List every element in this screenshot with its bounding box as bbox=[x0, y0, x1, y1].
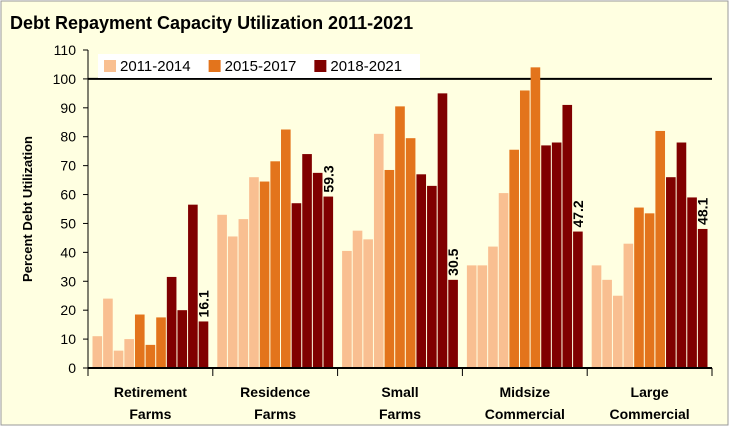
bar bbox=[323, 196, 334, 368]
bar bbox=[395, 106, 405, 368]
data-label: 30.5 bbox=[445, 248, 461, 275]
bar bbox=[270, 161, 281, 368]
x-tick-label-line: Residence bbox=[240, 384, 310, 400]
bar bbox=[188, 204, 198, 368]
y-tick-label: 10 bbox=[60, 331, 76, 347]
bar bbox=[591, 265, 602, 368]
x-tick-label-line: Midsize bbox=[500, 384, 551, 400]
bar bbox=[384, 169, 395, 368]
bar bbox=[477, 265, 488, 368]
bar bbox=[551, 142, 562, 368]
y-tick-label: 20 bbox=[60, 302, 76, 318]
y-tick-label: 70 bbox=[60, 158, 76, 174]
y-tick-label: 90 bbox=[60, 100, 76, 116]
x-tick-label: Midsize Commercial bbox=[485, 384, 565, 422]
legend-swatch bbox=[104, 60, 116, 72]
data-label: 59.3 bbox=[320, 165, 336, 192]
bar bbox=[602, 279, 612, 368]
legend-label: 2011-2014 bbox=[120, 58, 191, 75]
y-tick-label: 0 bbox=[68, 360, 76, 376]
y-tick-label: 50 bbox=[60, 215, 76, 231]
bar bbox=[405, 138, 416, 368]
y-tick-label: 40 bbox=[60, 244, 76, 260]
bar bbox=[373, 133, 384, 368]
bar bbox=[198, 321, 209, 368]
x-tick-label: Residence Farms bbox=[240, 384, 310, 422]
bar bbox=[134, 314, 145, 368]
x-tick-label-line: Retirement bbox=[114, 384, 187, 400]
chart-title: Debt Repayment Capacity Utilization 2011… bbox=[10, 13, 413, 33]
bar bbox=[573, 231, 583, 368]
bar bbox=[466, 265, 477, 368]
bar bbox=[124, 339, 134, 368]
legend-swatch bbox=[208, 60, 221, 72]
bar bbox=[498, 193, 509, 368]
bar bbox=[416, 174, 427, 368]
bar bbox=[238, 219, 249, 368]
bar bbox=[519, 90, 530, 369]
legend-label: 2015-2017 bbox=[225, 58, 297, 75]
bar bbox=[488, 246, 498, 368]
bar bbox=[666, 177, 676, 368]
bar bbox=[448, 279, 458, 368]
bar bbox=[676, 142, 687, 368]
bar bbox=[342, 250, 352, 368]
bar bbox=[312, 172, 323, 368]
bar bbox=[227, 236, 238, 368]
x-tick-label-line: Farms bbox=[379, 406, 421, 422]
bar bbox=[103, 298, 113, 368]
x-tick-label-line: Farms bbox=[254, 406, 296, 422]
bar bbox=[530, 67, 541, 368]
legend bbox=[98, 54, 420, 78]
bar bbox=[92, 336, 103, 368]
bar bbox=[697, 228, 708, 368]
bar bbox=[113, 350, 124, 368]
bar bbox=[145, 344, 156, 368]
data-label: 48.1 bbox=[695, 197, 711, 224]
x-tick-label-line: Commercial bbox=[485, 406, 565, 422]
y-tick-label: 60 bbox=[60, 187, 76, 203]
data-label: 16.1 bbox=[195, 290, 211, 317]
bar bbox=[562, 104, 573, 368]
bar bbox=[634, 207, 644, 368]
legend-swatch bbox=[314, 60, 327, 72]
bar bbox=[644, 213, 655, 368]
bar bbox=[281, 129, 291, 368]
bar bbox=[352, 230, 363, 368]
bar bbox=[612, 295, 623, 368]
x-tick-label: Retirement Farms bbox=[114, 384, 187, 422]
bar bbox=[541, 145, 551, 368]
bar bbox=[302, 154, 312, 368]
bar bbox=[259, 181, 270, 368]
bar bbox=[437, 93, 448, 368]
x-tick-label: Small Farms bbox=[379, 384, 421, 422]
bar bbox=[249, 177, 259, 368]
bar bbox=[655, 130, 666, 368]
legend-label: 2018-2021 bbox=[330, 58, 402, 75]
bar bbox=[177, 310, 188, 368]
bar bbox=[363, 239, 373, 368]
y-tick-label: 30 bbox=[60, 273, 76, 289]
y-tick-label: 110 bbox=[54, 42, 77, 58]
x-tick-label-line: Commercial bbox=[610, 406, 690, 422]
bar bbox=[509, 149, 519, 368]
data-label: 47.2 bbox=[570, 200, 586, 227]
bar bbox=[291, 203, 302, 368]
y-tick-label: 100 bbox=[53, 71, 77, 87]
bar bbox=[156, 317, 166, 368]
x-tick-label-line: Large bbox=[631, 384, 669, 400]
x-tick-label-line: Farms bbox=[129, 406, 171, 422]
x-tick-label: Large Commercial bbox=[610, 384, 690, 422]
y-axis-label: Percent Debt Utilization bbox=[20, 136, 35, 282]
bar bbox=[166, 276, 177, 368]
y-tick-label: 80 bbox=[60, 129, 76, 145]
bar bbox=[687, 197, 697, 368]
x-tick-label-line: Small bbox=[381, 384, 418, 400]
bar bbox=[217, 214, 227, 368]
bar bbox=[427, 185, 437, 368]
bar bbox=[623, 243, 634, 368]
